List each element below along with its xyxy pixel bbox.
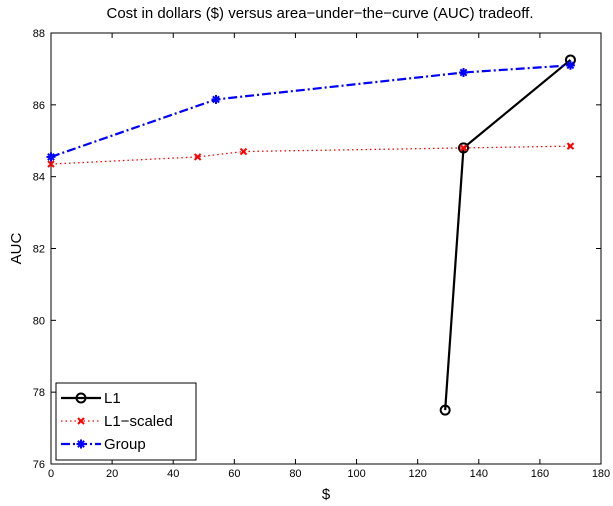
x-tick-label: 80 — [289, 468, 301, 480]
x-tick-label: 180 — [592, 468, 610, 480]
data-point — [439, 404, 451, 416]
y-tick-label: 80 — [33, 315, 45, 327]
x-tick-label: 60 — [228, 468, 240, 480]
data-point — [458, 142, 469, 154]
y-tick-label: 88 — [33, 28, 45, 40]
data-point — [566, 142, 575, 150]
data-point — [193, 153, 202, 161]
legend-label: L1 — [104, 390, 121, 407]
y-tick-label: 76 — [33, 459, 45, 471]
data-point — [211, 94, 221, 104]
y-tick-label: 78 — [33, 387, 45, 399]
y-tick-label: 86 — [33, 100, 45, 112]
data-point — [47, 160, 55, 168]
legend-marker — [77, 417, 85, 425]
data-point — [459, 144, 468, 152]
legend: L1 L1−scaled Group — [55, 382, 197, 461]
data-point — [46, 152, 56, 162]
data-point — [565, 60, 575, 70]
legend-marker — [76, 439, 86, 449]
legend-marker — [75, 392, 87, 404]
chart-title: Cost in dollars ($) versus area−under−th… — [106, 5, 533, 22]
x-tick-label: 0 — [48, 468, 54, 480]
series-line — [50, 64, 571, 158]
x-tick-label: 40 — [167, 468, 179, 480]
x-tick-label: 140 — [470, 468, 488, 480]
legend-label: L1−scaled — [104, 413, 173, 430]
x-tick-label: 120 — [408, 468, 426, 480]
y-tick-label: 82 — [33, 244, 45, 256]
legend-label: Group — [104, 436, 146, 453]
x-tick-label: 160 — [531, 468, 549, 480]
data-point — [459, 68, 468, 78]
x-tick-label: 100 — [347, 468, 365, 480]
series-2 — [46, 60, 575, 162]
data-point — [239, 147, 248, 156]
y-axis-label: AUC — [8, 232, 25, 264]
x-axis-label: $ — [322, 486, 331, 503]
series-1 — [47, 142, 575, 168]
y-tick-label: 84 — [33, 172, 45, 184]
x-tick-label: 20 — [106, 468, 118, 480]
